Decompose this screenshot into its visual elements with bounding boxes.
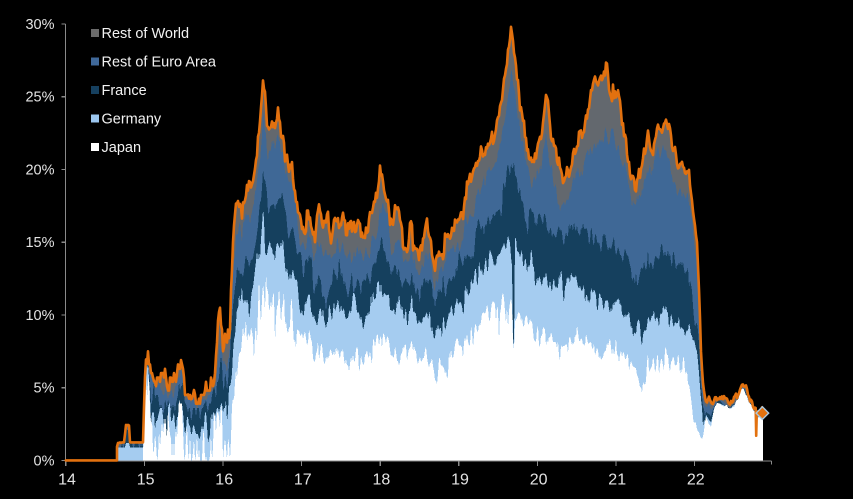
svg-text:15: 15 [137, 472, 155, 489]
svg-text:15%: 15% [25, 235, 54, 251]
svg-text:Germany: Germany [102, 112, 162, 128]
svg-text:19: 19 [451, 472, 469, 489]
svg-text:5%: 5% [34, 381, 55, 397]
svg-text:16: 16 [215, 472, 233, 489]
svg-text:25%: 25% [25, 90, 54, 106]
svg-text:10%: 10% [25, 308, 54, 324]
svg-text:30%: 30% [25, 17, 54, 33]
svg-text:21: 21 [608, 472, 626, 489]
svg-text:22: 22 [687, 472, 705, 489]
svg-text:Rest of Euro Area: Rest of Euro Area [102, 55, 217, 71]
svg-text:20%: 20% [25, 163, 54, 179]
svg-text:20: 20 [530, 472, 548, 489]
svg-text:14: 14 [58, 472, 76, 489]
svg-text:0%: 0% [34, 453, 55, 469]
svg-text:Rest of World: Rest of World [102, 26, 190, 42]
svg-text:France: France [102, 83, 147, 99]
svg-text:18: 18 [373, 472, 391, 489]
svg-text:17: 17 [294, 472, 312, 489]
svg-text:Japan: Japan [102, 140, 142, 156]
